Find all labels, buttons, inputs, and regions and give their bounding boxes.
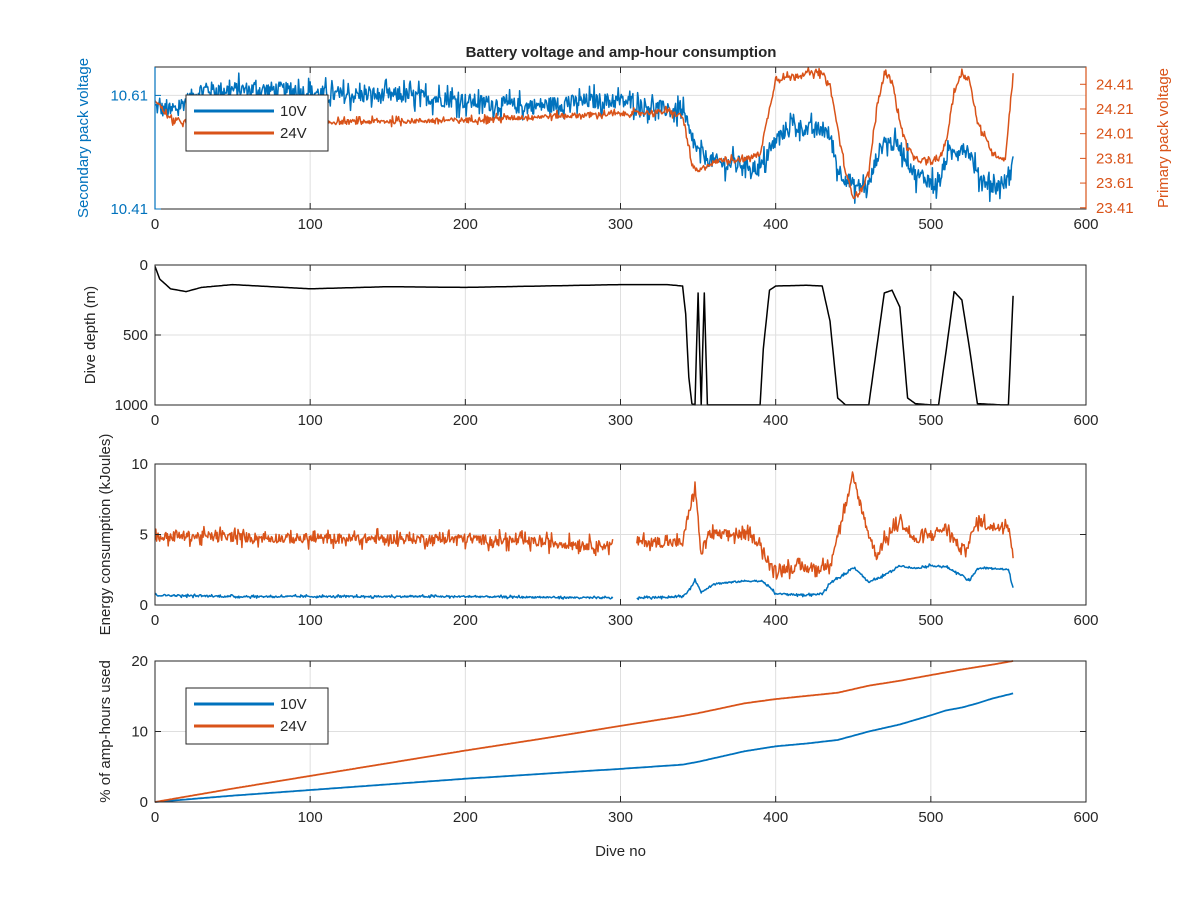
series-line-10v	[155, 72, 1014, 204]
chart-energy: 0 100 200 300 400 500 600 0 5 10 Energy consumptio…	[97, 434, 1099, 636]
x-tick-label: 100	[298, 412, 323, 429]
y-tick-label-right: 24.01	[1096, 126, 1134, 143]
y-axis-label: Energy consumption (kJoules)	[97, 434, 114, 636]
x-tick-label: 300	[608, 412, 633, 429]
legend-box	[185, 94, 329, 152]
series-line-24v	[155, 660, 1014, 803]
legend-label: 10V	[280, 696, 307, 713]
y-tick-label: 10.61	[110, 87, 148, 104]
figure-title: Battery voltage and amp-hour consumption	[466, 44, 777, 61]
legend-label: 10V	[280, 103, 307, 120]
y-tick-label: 10.41	[110, 201, 148, 218]
y-tick-label-right: 23.41	[1096, 200, 1134, 217]
x-tick-label: 500	[918, 612, 943, 629]
panels: 0 100 200 300 400 500 60010.4110.6123.4123.612…	[75, 58, 1172, 860]
x-tick-label: 200	[453, 809, 478, 826]
x-tick-label: 300	[608, 216, 633, 233]
x-tick-label: 300	[608, 612, 633, 629]
x-tick-label: 0	[151, 412, 159, 429]
y-tick-label-right: 23.61	[1096, 175, 1134, 192]
y-tick-label: 5	[140, 527, 148, 544]
legend-label: 24V	[280, 718, 307, 735]
x-tick-label: 0	[151, 216, 159, 233]
x-tick-label: 400	[763, 216, 788, 233]
x-axis-label: Dive no	[595, 843, 646, 860]
chart-depth: 0 100 200 300 400 500 600 0 500 1000 Dive depth (m…	[82, 257, 1099, 429]
y-axis-label: Dive depth (m)	[82, 286, 99, 384]
y-tick-label: 1000	[115, 397, 148, 414]
x-tick-label: 0	[151, 809, 159, 826]
x-tick-label: 600	[1073, 216, 1098, 233]
y-tick-label: 0	[140, 794, 148, 811]
y-tick-label: 10	[131, 724, 148, 741]
y-tick-label: 10	[131, 456, 148, 473]
y-tick-label: 500	[123, 327, 148, 344]
y-tick-label-right: 24.41	[1096, 76, 1134, 93]
y-tick-label: 20	[131, 653, 148, 670]
y-axis-label-right: Primary pack voltage	[1155, 68, 1172, 208]
x-tick-label: 500	[918, 412, 943, 429]
series-line-10v	[155, 563, 1014, 601]
x-tick-label: 200	[453, 612, 478, 629]
series-line-depth	[155, 266, 1014, 406]
x-tick-label: 400	[763, 809, 788, 826]
legend-box	[185, 687, 329, 745]
x-tick-label: 100	[298, 216, 323, 233]
y-tick-label: 0	[140, 257, 148, 274]
series-line-24v	[155, 471, 1014, 580]
x-tick-label: 0	[151, 612, 159, 629]
y-tick-label-right: 24.21	[1096, 101, 1134, 118]
chart-voltage: 0 100 200 300 400 500 600 10.41 10.61 23.41 23.61 2…	[75, 58, 1172, 233]
x-tick-label: 400	[763, 612, 788, 629]
y-axis-label: % of amp-hours used	[97, 660, 114, 803]
x-tick-label: 100	[298, 612, 323, 629]
chart-amphours: 0 100 200 300 400 500 600 0 10 20 % of amp-hours u…	[97, 653, 1099, 860]
x-tick-label: 300	[608, 809, 633, 826]
x-tick-label: 600	[1073, 612, 1098, 629]
x-tick-label: 500	[918, 809, 943, 826]
y-tick-label-right: 23.81	[1096, 150, 1134, 167]
x-tick-label: 100	[298, 809, 323, 826]
x-tick-label: 200	[453, 216, 478, 233]
x-tick-label: 500	[918, 216, 943, 233]
y-axis-label: Secondary pack voltage	[75, 58, 92, 218]
x-tick-label: 400	[763, 412, 788, 429]
series-line-10v	[155, 692, 1014, 803]
legend-label: 24V	[280, 125, 307, 142]
x-tick-label: 600	[1073, 412, 1098, 429]
y-tick-label: 0	[140, 597, 148, 614]
x-tick-label: 200	[453, 412, 478, 429]
x-tick-label: 600	[1073, 809, 1098, 826]
